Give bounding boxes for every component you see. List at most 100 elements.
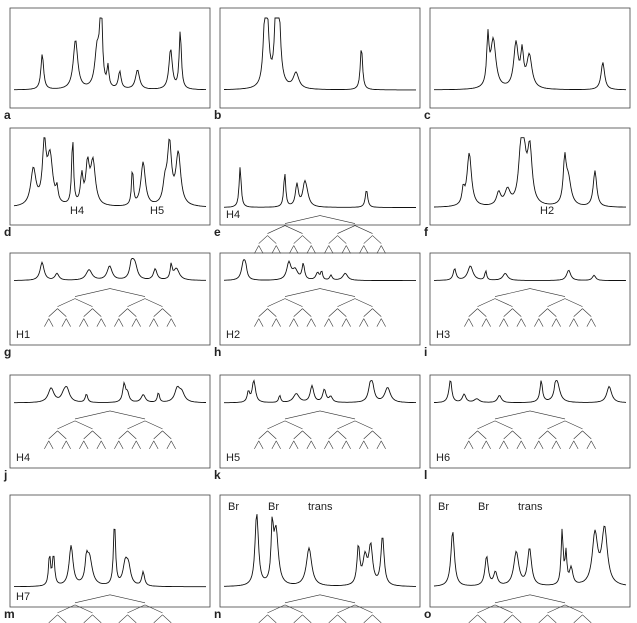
splitting-tree — [293, 308, 312, 317]
panel-frame — [219, 494, 421, 608]
splitting-tree — [83, 614, 102, 623]
splitting-tree — [547, 298, 583, 307]
splitting-tree — [363, 430, 382, 440]
splitting-tree — [328, 614, 347, 623]
splitting-tree — [79, 318, 89, 327]
splitting-tree — [477, 420, 513, 430]
splitting-tree — [328, 235, 347, 244]
spectrum-trace — [224, 514, 416, 587]
splitting-tree — [127, 420, 163, 430]
splitting-tree — [359, 318, 369, 327]
splitting-tree — [551, 318, 561, 327]
spectrum-trace — [224, 379, 416, 404]
splitting-tree — [267, 420, 303, 430]
splitting-tree — [573, 614, 592, 623]
panel-letter: n — [214, 607, 221, 621]
splitting-tree — [516, 440, 526, 450]
spectrum-trace — [13, 137, 207, 207]
splitting-tree — [494, 288, 566, 297]
splitting-tree — [149, 440, 159, 450]
panel-frame — [429, 494, 631, 608]
panel-letter: l — [424, 468, 427, 482]
splitting-tree — [153, 430, 172, 440]
splitting-tree — [337, 225, 373, 234]
splitting-tree — [477, 298, 513, 307]
splitting-tree — [477, 604, 513, 614]
peak-label: Br — [268, 501, 279, 513]
peak-label: H2 — [540, 205, 554, 217]
splitting-tree — [166, 318, 176, 327]
splitting-tree — [79, 440, 89, 450]
splitting-tree — [306, 245, 316, 254]
panel-letter: a — [4, 108, 11, 122]
panel-frame — [9, 374, 211, 469]
panel-frame — [219, 252, 421, 346]
splitting-tree — [464, 440, 474, 450]
splitting-tree — [267, 225, 303, 234]
splitting-tree — [468, 614, 487, 623]
splitting-tree — [118, 308, 137, 317]
splitting-tree — [569, 318, 579, 327]
peak-label: H6 — [436, 452, 450, 464]
splitting-tree — [503, 614, 522, 623]
splitting-tree — [359, 245, 369, 254]
panel-letter: e — [214, 225, 221, 239]
panel-frame — [219, 374, 421, 469]
splitting-tree — [57, 604, 93, 614]
splitting-tree — [57, 420, 93, 430]
splitting-tree — [468, 308, 487, 317]
spectrum-trace — [14, 381, 206, 404]
splitting-tree — [337, 604, 373, 614]
panel-letter: k — [214, 468, 221, 482]
spectrum-trace — [434, 29, 626, 91]
splitting-tree — [74, 288, 146, 297]
splitting-tree — [74, 594, 146, 604]
panel-frame — [429, 374, 631, 469]
splitting-tree — [96, 318, 106, 327]
spectrum-trace — [434, 380, 627, 403]
splitting-tree — [258, 235, 277, 244]
splitting-tree — [57, 298, 93, 307]
splitting-tree — [376, 440, 386, 450]
peak-label: Br — [438, 501, 449, 513]
splitting-tree — [503, 430, 522, 440]
splitting-tree — [586, 440, 596, 450]
splitting-tree — [573, 430, 592, 440]
panel-letter: c — [424, 108, 431, 122]
splitting-tree — [337, 420, 373, 430]
splitting-tree — [328, 308, 347, 317]
peak-label: H5 — [150, 205, 164, 217]
panel-letter: j — [3, 468, 7, 482]
panel-frame — [9, 7, 211, 109]
panel-frame — [219, 127, 421, 226]
splitting-tree — [267, 298, 303, 307]
splitting-tree — [499, 318, 509, 327]
splitting-tree — [324, 440, 334, 450]
splitting-tree — [324, 245, 334, 254]
panel-letter: h — [214, 345, 221, 359]
splitting-tree — [363, 308, 382, 317]
splitting-tree — [289, 440, 299, 450]
panel-letter: d — [4, 225, 11, 239]
splitting-tree — [48, 614, 67, 623]
splitting-tree — [534, 318, 544, 327]
splitting-tree — [289, 318, 299, 327]
splitting-tree — [547, 420, 583, 430]
splitting-tree — [166, 440, 176, 450]
spectrum-trace — [224, 17, 416, 91]
splitting-tree — [284, 594, 356, 604]
splitting-tree — [359, 440, 369, 450]
peak-label: H4 — [226, 209, 240, 221]
splitting-tree — [44, 440, 54, 450]
splitting-tree — [376, 318, 386, 327]
panel-frame — [219, 7, 421, 109]
panel-frame — [429, 252, 631, 346]
splitting-tree — [61, 318, 71, 327]
splitting-tree — [481, 318, 491, 327]
splitting-tree — [538, 614, 557, 623]
splitting-tree — [538, 430, 557, 440]
splitting-tree — [306, 318, 316, 327]
peak-label: H7 — [16, 591, 30, 603]
splitting-tree — [468, 430, 487, 440]
